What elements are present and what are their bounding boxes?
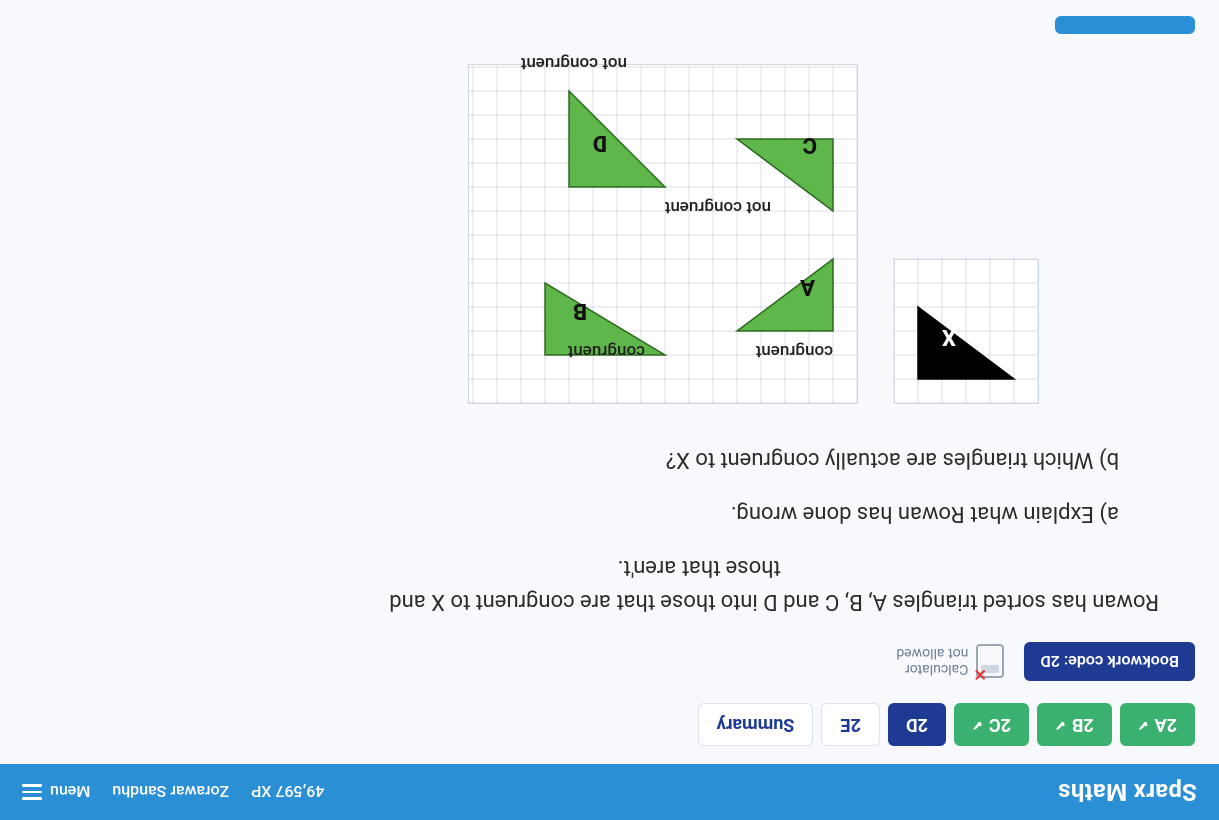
check-icon: ✔ [1138,717,1149,732]
tag-a: congruent [756,341,833,361]
tab-2c[interactable]: 2C ✔ [954,703,1029,746]
xp-count: 49,597 XP [251,783,324,802]
tab-label: 2E [840,714,860,735]
tab-2e[interactable]: 2E [821,703,879,746]
tab-label: 2B [1072,714,1094,735]
tab-label: 2C [989,714,1011,735]
hamburger-icon [22,784,42,800]
bookwork-badge: Bookwork code: 2D [1024,642,1195,681]
question-text: Rowan has sorted triangles A, B, C and D… [179,442,1219,618]
small-grid-svg [893,258,1038,403]
user-name: Zorawar Sandhu [112,783,229,802]
intro-line-1: Rowan has sorted triangles A, B, C and D… [389,589,1159,614]
tab-2a[interactable]: 2A ✔ [1120,703,1195,746]
reference-grid: X [894,259,1039,404]
question-part-b: b) Which triangles are actually congruen… [239,442,1159,476]
tag-d: not congruent [521,53,627,73]
question-tabs: 2A ✔ 2B ✔ 2C ✔ 2D 2E Summary [0,689,1219,764]
calc-line2: not allowed [896,646,968,662]
triangle-c-label: C [803,132,817,157]
menu-button[interactable]: Menu [22,783,90,802]
triangle-a-label: A [800,274,815,299]
header-right: 49,597 XP Zorawar Sandhu Menu [22,783,324,802]
check-icon: ✔ [1055,717,1066,732]
cross-icon: ✕ [972,667,988,683]
tab-label: 2D [906,714,928,735]
sorting-grid: A B C D congruent congruent not congruen… [468,64,858,404]
tab-summary[interactable]: Summary [698,703,814,746]
calculator-indicator: ✕ Calculator not allowed [896,645,1004,679]
tab-2d[interactable]: 2D [888,703,946,746]
triangle-b-label: B [573,298,587,323]
check-icon: ✔ [972,717,983,732]
tab-2b[interactable]: 2B ✔ [1037,703,1112,746]
calculator-text: Calculator not allowed [896,646,968,678]
calc-line1: Calculator [896,662,968,678]
bottom-button[interactable] [1055,16,1195,34]
triangle-x-label: X [942,324,956,349]
tab-label: 2A [1155,714,1177,735]
intro-line-2: those that aren't. [239,550,1159,584]
meta-row: Bookwork code: 2D ✕ Calculator not allow… [0,618,1219,689]
menu-label: Menu [50,783,90,802]
triangle-d-label: D [593,130,607,155]
tab-label: Summary [717,714,795,735]
calculator-icon: ✕ [976,645,1004,679]
app-header: Sparx Maths 49,597 XP Zorawar Sandhu Men… [0,764,1219,820]
figure-area: X A B C D congruent congruent not congru… [0,64,1219,422]
tag-c: not congruent [665,197,771,217]
tag-b: congruent [568,341,645,361]
brand: Sparx Maths [1058,778,1197,806]
question-part-a: a) Explain what Rowan has done wrong. [239,496,1159,530]
